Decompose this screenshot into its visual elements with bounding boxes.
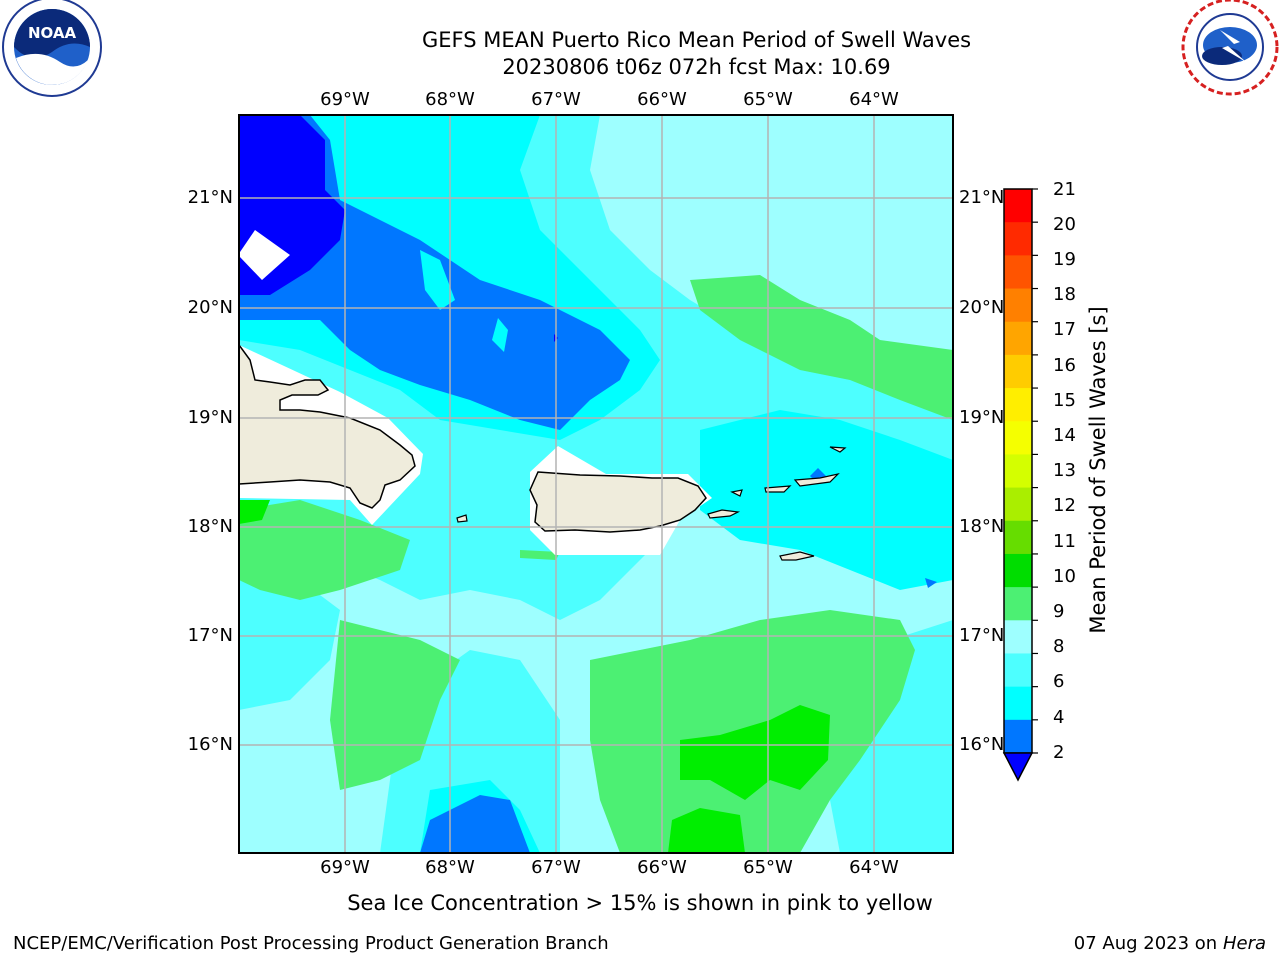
lon-label-bottom: 64°W: [849, 857, 899, 878]
contour-4-6-island-a: [420, 250, 455, 310]
colorbar: [1002, 188, 1038, 782]
lat-label-left: 18°N: [187, 516, 233, 537]
noaa-logo-text: NOAA: [28, 24, 77, 42]
colorbar-tick-label: 2: [1053, 742, 1065, 763]
colorbar-tick-label: 13: [1053, 460, 1076, 481]
footer-credit: NCEP/EMC/Verification Post Processing Pr…: [13, 933, 609, 954]
st-thomas: [764, 485, 792, 493]
colorbar-segment: [1004, 487, 1032, 522]
footer-host: Hera: [1222, 933, 1266, 954]
colorbar-tick-label: 11: [1053, 531, 1076, 552]
colorbar-tick-label: 8: [1053, 636, 1065, 657]
lon-label-top: 64°W: [849, 89, 899, 110]
contour-2-4-south: [420, 795, 530, 853]
lon-label-bottom: 65°W: [743, 857, 793, 878]
contour-10-11-west: [239, 500, 270, 524]
lat-label-left: 16°N: [187, 734, 233, 755]
colorbar-tick-label: 17: [1053, 319, 1076, 340]
colorbar-segment: [1004, 421, 1032, 455]
anegada: [829, 446, 847, 453]
colorbar-tick-label: 12: [1053, 495, 1076, 516]
lat-label-right: 19°N: [959, 407, 1005, 428]
sea-ice-note: Sea Ice Concentration > 15% is shown in …: [347, 891, 933, 915]
colorbar-extend-triangle: [1002, 752, 1034, 782]
graticule: [239, 115, 953, 853]
colorbar-segment: [1004, 454, 1032, 489]
nws-logo: [1181, 0, 1279, 96]
chart-subtitle: 20230806 t06z 072h fcst Max: 10.69: [502, 55, 891, 79]
footer-date-text: 07 Aug 2023 on: [1073, 933, 1218, 954]
colorbar-segment: [1004, 321, 1032, 356]
lat-label-right: 21°N: [959, 187, 1005, 208]
lat-label-right: 18°N: [959, 516, 1005, 537]
colorbar-segment: [1004, 587, 1032, 621]
lon-label-bottom: 68°W: [425, 857, 475, 878]
lat-label-right: 16°N: [959, 734, 1005, 755]
colorbar-segment: [1004, 686, 1032, 721]
map-field: [239, 115, 953, 853]
contour-4-6-east: [700, 410, 953, 590]
lat-label-left: 21°N: [187, 187, 233, 208]
footer-date: 07 Aug 2023 on Hera: [1074, 933, 1266, 954]
lat-label-right: 20°N: [959, 297, 1005, 318]
lon-label-top: 68°W: [425, 89, 475, 110]
lat-label-left: 17°N: [187, 625, 233, 646]
st-croix: [779, 551, 815, 561]
contour-6-8-west: [239, 560, 340, 710]
contour-2-4-spot: [925, 578, 937, 588]
lon-label-top: 65°W: [743, 89, 793, 110]
colorbar-segment: [1004, 354, 1032, 389]
colorbar-tick-label: 16: [1053, 355, 1076, 376]
lat-label-left: 19°N: [187, 407, 233, 428]
colorbar-tick-label: 10: [1053, 566, 1076, 587]
colorbar-tick-label: 9: [1053, 601, 1065, 622]
lon-label-top: 69°W: [320, 89, 370, 110]
lat-label-left: 20°N: [187, 297, 233, 318]
colorbar-segment: [1004, 719, 1032, 754]
contour-9-10-sliver: [520, 550, 560, 560]
colorbar-tick-label: 20: [1053, 214, 1076, 235]
chart-title: GEFS MEAN Puerto Rico Mean Period of Swe…: [421, 28, 972, 52]
colorbar-tick-label: 19: [1053, 249, 1076, 270]
tortola: [793, 472, 840, 487]
colorbar-tick-label: 21: [1053, 179, 1076, 200]
colorbar-segment: [1004, 653, 1032, 688]
colorbar-label: Mean Period of Swell Waves [s]: [1086, 306, 1110, 634]
lon-label-top: 67°W: [531, 89, 581, 110]
land-mask-island: [239, 230, 290, 280]
contour-9-10-mid: [330, 620, 460, 790]
colorbar-tick-label: 15: [1053, 390, 1076, 411]
vieques: [707, 509, 741, 519]
contour-9-10-north: [690, 275, 953, 420]
contour-9-10-west: [239, 500, 410, 600]
colorbar-segment: [1004, 388, 1032, 422]
colorbar-segment: [1004, 620, 1032, 654]
lat-label-right: 17°N: [959, 625, 1005, 646]
lon-label-bottom: 66°W: [637, 857, 687, 878]
colorbar-tick-label: 6: [1053, 671, 1065, 692]
colorbar-segment: [1004, 520, 1032, 555]
noaa-logo: NOAA: [2, 0, 102, 97]
map-frame: [238, 114, 954, 854]
colorbar-tick-label: 4: [1053, 707, 1065, 728]
colorbar-segment: [1004, 255, 1032, 290]
colorbar-segment: [1004, 553, 1032, 588]
colorbar-segment: [1004, 222, 1032, 256]
lon-label-bottom: 69°W: [320, 857, 370, 878]
colorbar-tick-label: 14: [1053, 425, 1076, 446]
culebra: [730, 489, 743, 497]
contour-4-6-island-b: [492, 318, 508, 352]
lon-label-bottom: 67°W: [531, 857, 581, 878]
mona-island: [456, 514, 468, 523]
lon-label-top: 66°W: [637, 89, 687, 110]
contour-10-11: [680, 705, 830, 800]
contour-10-11-south: [668, 808, 745, 853]
hispaniola-coast: [239, 343, 416, 509]
colorbar-segment: [1004, 288, 1032, 323]
colorbar-tick-label: 18: [1053, 284, 1076, 305]
colorbar-segment: [1004, 189, 1032, 223]
